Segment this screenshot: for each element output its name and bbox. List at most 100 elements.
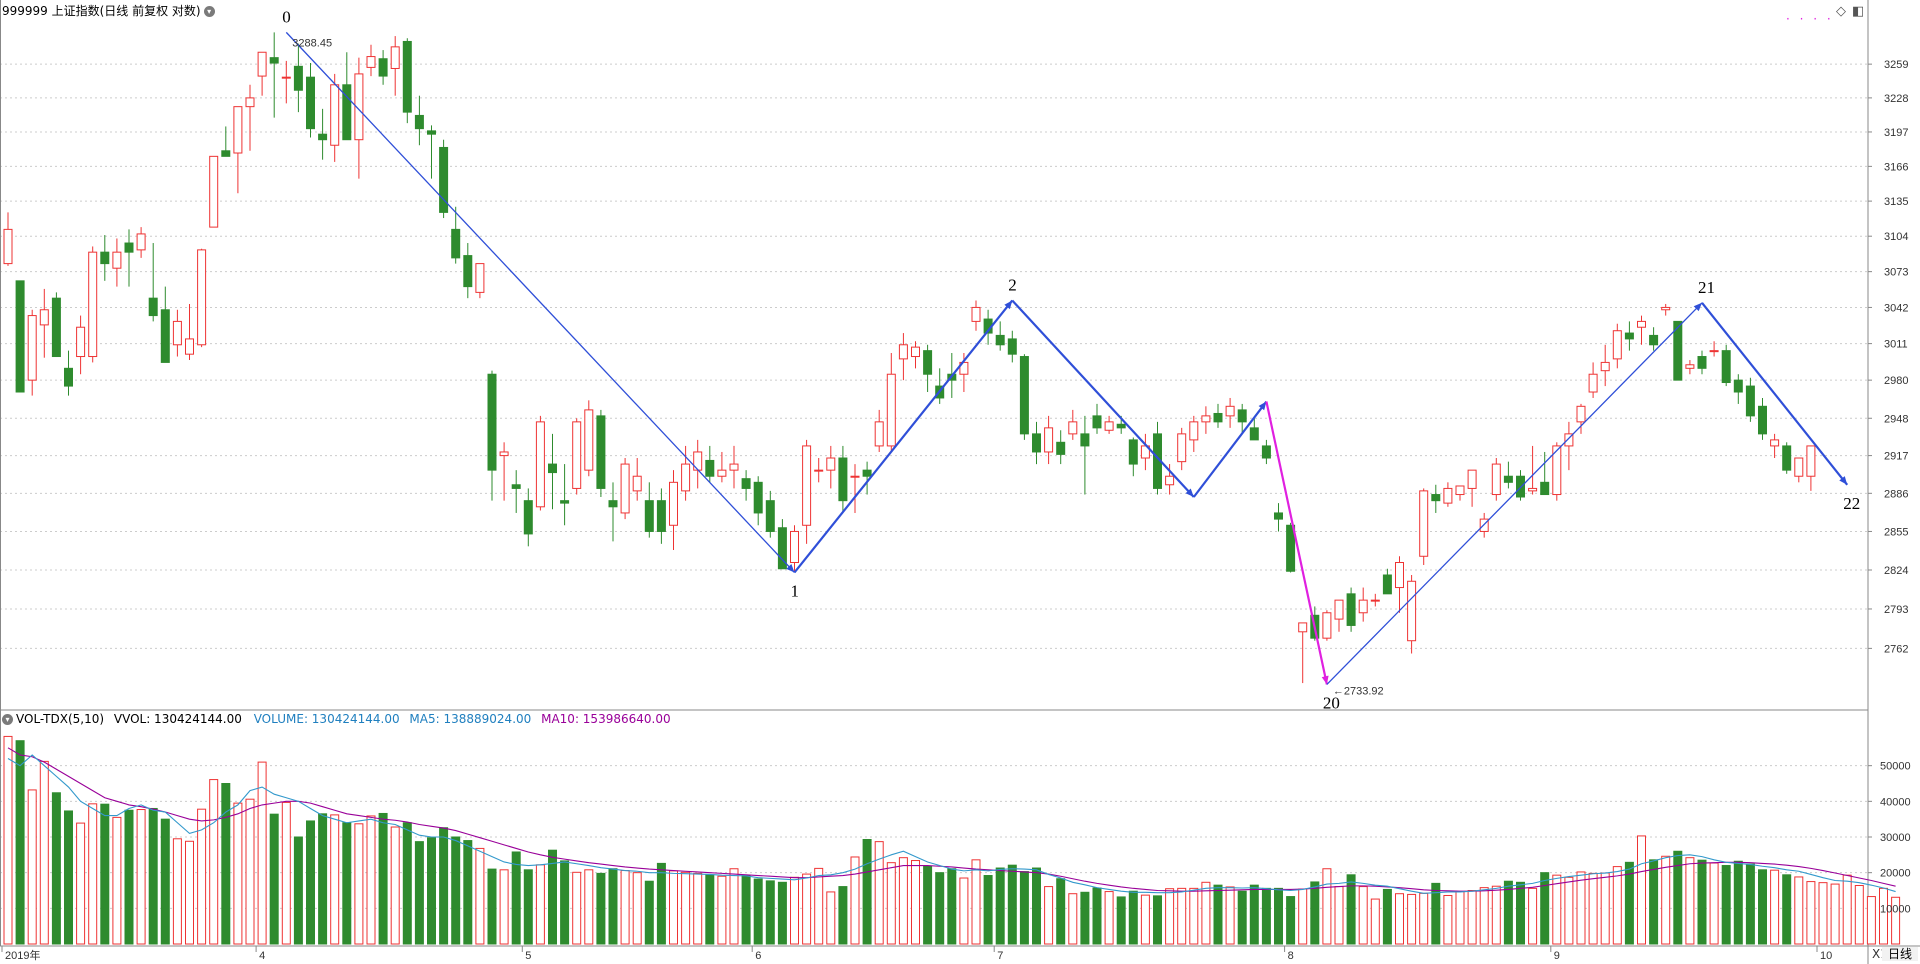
volume-bar	[777, 881, 787, 945]
volume-bar	[281, 801, 291, 945]
candle-body	[898, 344, 908, 360]
volume-bar	[402, 822, 412, 945]
candle-body	[838, 457, 848, 502]
volume-bar	[451, 836, 461, 945]
candle-body	[306, 76, 315, 130]
candle-body	[632, 475, 642, 492]
wave-label: 21	[1698, 278, 1715, 297]
wave-label: 2	[1008, 275, 1017, 294]
volume-bar	[765, 880, 775, 945]
candle-body	[160, 309, 170, 363]
candle-body	[1080, 433, 1090, 447]
candle-body	[1733, 379, 1743, 393]
candle-body	[1007, 338, 1017, 355]
volume-bar	[669, 870, 678, 945]
candle-body	[1491, 463, 1501, 496]
wave-arrowhead	[1693, 302, 1702, 312]
candle-body	[1624, 332, 1634, 340]
volume-bar	[1540, 872, 1550, 945]
axis-labels: 3259322831973166313531043073304230112980…	[5, 7, 1911, 962]
volume-tick-label: 30000	[1880, 832, 1911, 844]
volume-bar	[656, 862, 666, 945]
volume-bar	[1612, 866, 1622, 945]
panel-toggle-icon[interactable]: ◧	[1852, 4, 1865, 19]
volume-bar	[1600, 872, 1610, 945]
volume-bar	[233, 802, 243, 945]
y-tick-label: 3228	[1884, 93, 1908, 105]
volume-bar	[76, 822, 86, 945]
candle-body	[802, 445, 812, 526]
volume-bar	[608, 868, 618, 945]
candle-body	[1044, 427, 1054, 453]
candle-body	[221, 150, 231, 157]
volume-bar	[245, 798, 255, 945]
volume-bar	[1891, 896, 1901, 945]
volume-bar	[850, 856, 860, 945]
volume-bar	[959, 877, 969, 945]
candle-body	[1697, 356, 1707, 369]
volume-bar	[1201, 881, 1211, 945]
y-tick-label: 2824	[1884, 565, 1908, 577]
candle-body	[1540, 481, 1550, 496]
candle-body	[1721, 350, 1731, 384]
candle-body	[560, 500, 570, 504]
volume-bar	[1286, 896, 1296, 945]
volume-bar	[1225, 886, 1235, 945]
volume-bar	[511, 851, 521, 945]
price-title-bar: 999999 上证指数(日线 前复权 对数) ▾	[2, 4, 215, 18]
volume-bar	[947, 868, 957, 945]
candle-body	[124, 242, 134, 253]
candle-body	[1165, 475, 1175, 486]
volume-bar	[717, 875, 727, 945]
volume-bar	[862, 838, 872, 945]
volume-tick-label: 40000	[1880, 796, 1911, 808]
candle-body	[112, 251, 122, 269]
volume-bar	[1128, 890, 1138, 945]
candle-body	[971, 306, 981, 322]
candle-body	[1528, 487, 1538, 492]
price-grid	[0, 63, 1868, 649]
volume-bar	[1189, 887, 1199, 945]
candle-body	[1116, 423, 1126, 429]
candle-body	[1019, 356, 1029, 435]
volume-bar	[1830, 883, 1840, 945]
volume-bar	[39, 760, 49, 945]
volume-bar	[1080, 891, 1090, 945]
diamond-icon[interactable]: ◇	[1836, 4, 1846, 19]
volume-bar	[1346, 874, 1356, 945]
volume-bar	[1431, 882, 1441, 945]
candle-body	[269, 57, 279, 64]
y-tick-label: 3042	[1884, 302, 1908, 314]
volume-bar	[354, 823, 364, 945]
candle-body	[1794, 457, 1804, 477]
candle-body	[1104, 421, 1114, 431]
volume-bar	[874, 841, 884, 945]
volume-bar	[1503, 880, 1513, 945]
candle-body	[100, 251, 110, 265]
volume-bar	[983, 875, 993, 945]
candle-body	[1286, 524, 1296, 572]
volume-bar	[1794, 876, 1804, 945]
dropdown-icon[interactable]: ▾	[2, 714, 13, 725]
volume-bar	[729, 868, 739, 945]
volume-bar	[620, 870, 630, 945]
volume-bar	[644, 880, 654, 945]
x-tick-label: 9	[1554, 950, 1560, 962]
x-tick-label: 7	[997, 950, 1003, 962]
y-tick-label: 3166	[1884, 161, 1908, 173]
volume-bar	[330, 814, 340, 945]
candle-body	[1770, 439, 1780, 447]
y-tick-label: 2793	[1884, 604, 1908, 616]
candle-body	[1201, 415, 1211, 423]
volume-bar	[1116, 896, 1126, 945]
ma10-line	[7, 747, 1896, 892]
wave-arrowhead	[1004, 300, 1013, 310]
wave-arrowhead	[1185, 488, 1194, 497]
period-tab[interactable]: 日线	[1882, 947, 1919, 961]
dropdown-icon[interactable]: ▾	[203, 6, 215, 17]
volume-bar	[1673, 850, 1683, 945]
volume-bar	[681, 871, 691, 945]
volume-bar	[1092, 887, 1102, 945]
volume-bar	[1709, 862, 1719, 945]
